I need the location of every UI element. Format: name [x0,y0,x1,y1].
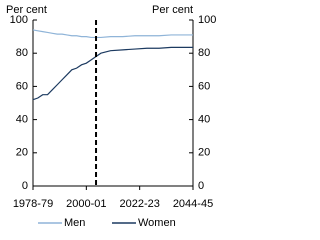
y2-tick-label: 80 [198,47,210,59]
x-tick-label: 2000-01 [66,198,106,210]
series-line [32,29,193,39]
y-tick-label: 40 [16,114,28,126]
y2-axis-title: Per cent [152,4,193,16]
x-tick-label: 2022-23 [119,198,159,210]
y-tick-label: 20 [16,147,28,159]
y-tick-label: 80 [16,47,28,59]
y2-tick-label: 100 [198,14,216,26]
y2-tick-label: 40 [198,114,210,126]
y2-tick-label: 20 [198,147,210,159]
y-tick-label: 60 [16,80,28,92]
y-axis-title: Per cent [6,4,47,16]
x-tick-label: 2044-45 [173,198,213,210]
y2-tick-label: 60 [198,80,210,92]
legend-label: Women [138,217,176,229]
y-tick-label: 100 [10,14,28,26]
legend-label: Men [64,217,85,229]
y-tick-label: 0 [22,180,28,192]
chart: Per cent Per cent 0 20 40 60 80 100 0 20 40 60 80 1… [6,4,216,229]
y2-tick-label: 0 [198,180,204,192]
series-line [32,46,193,101]
x-tick-label: 1978-79 [13,198,53,210]
